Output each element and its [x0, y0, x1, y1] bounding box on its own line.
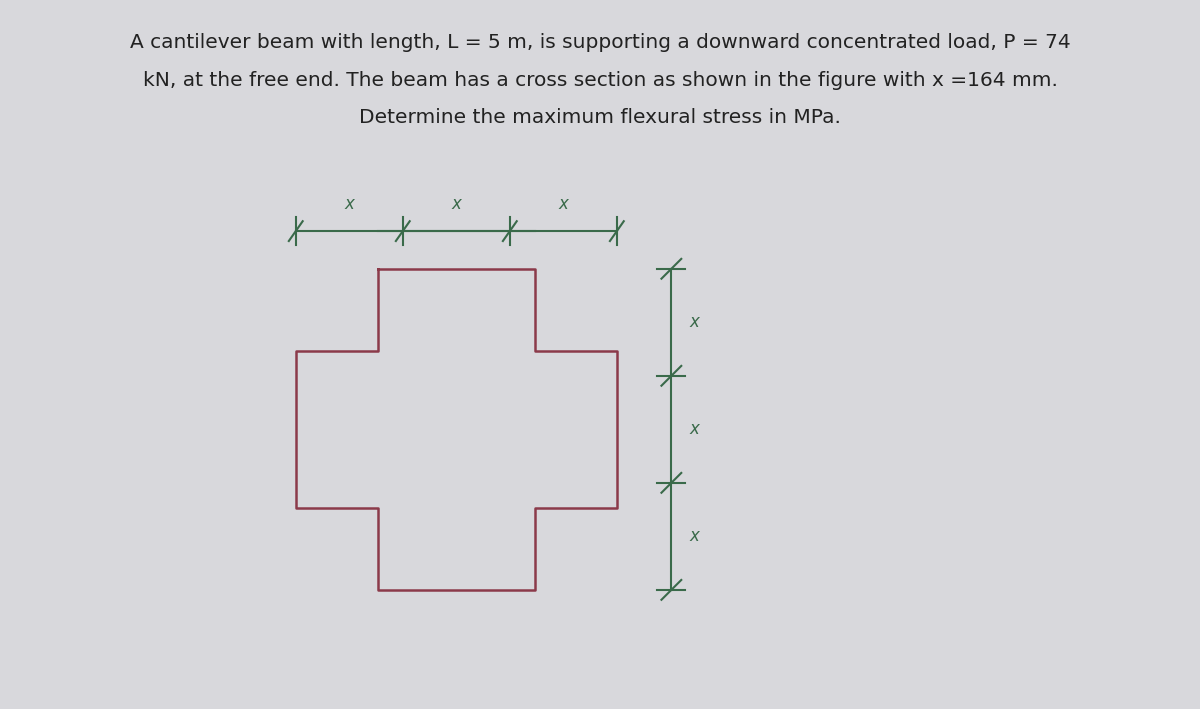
- Text: kN, at the free end. The beam has a cross section as shown in the figure with x : kN, at the free end. The beam has a cros…: [143, 71, 1057, 89]
- Text: Determine the maximum flexural stress in MPa.: Determine the maximum flexural stress in…: [359, 108, 841, 127]
- Text: x: x: [689, 527, 700, 545]
- Text: x: x: [344, 195, 354, 213]
- Text: x: x: [451, 195, 461, 213]
- Text: x: x: [689, 313, 700, 331]
- Text: A cantilever beam with length, L = 5 m, is supporting a downward concentrated lo: A cantilever beam with length, L = 5 m, …: [130, 33, 1070, 52]
- Text: x: x: [689, 420, 700, 438]
- Text: x: x: [558, 195, 569, 213]
